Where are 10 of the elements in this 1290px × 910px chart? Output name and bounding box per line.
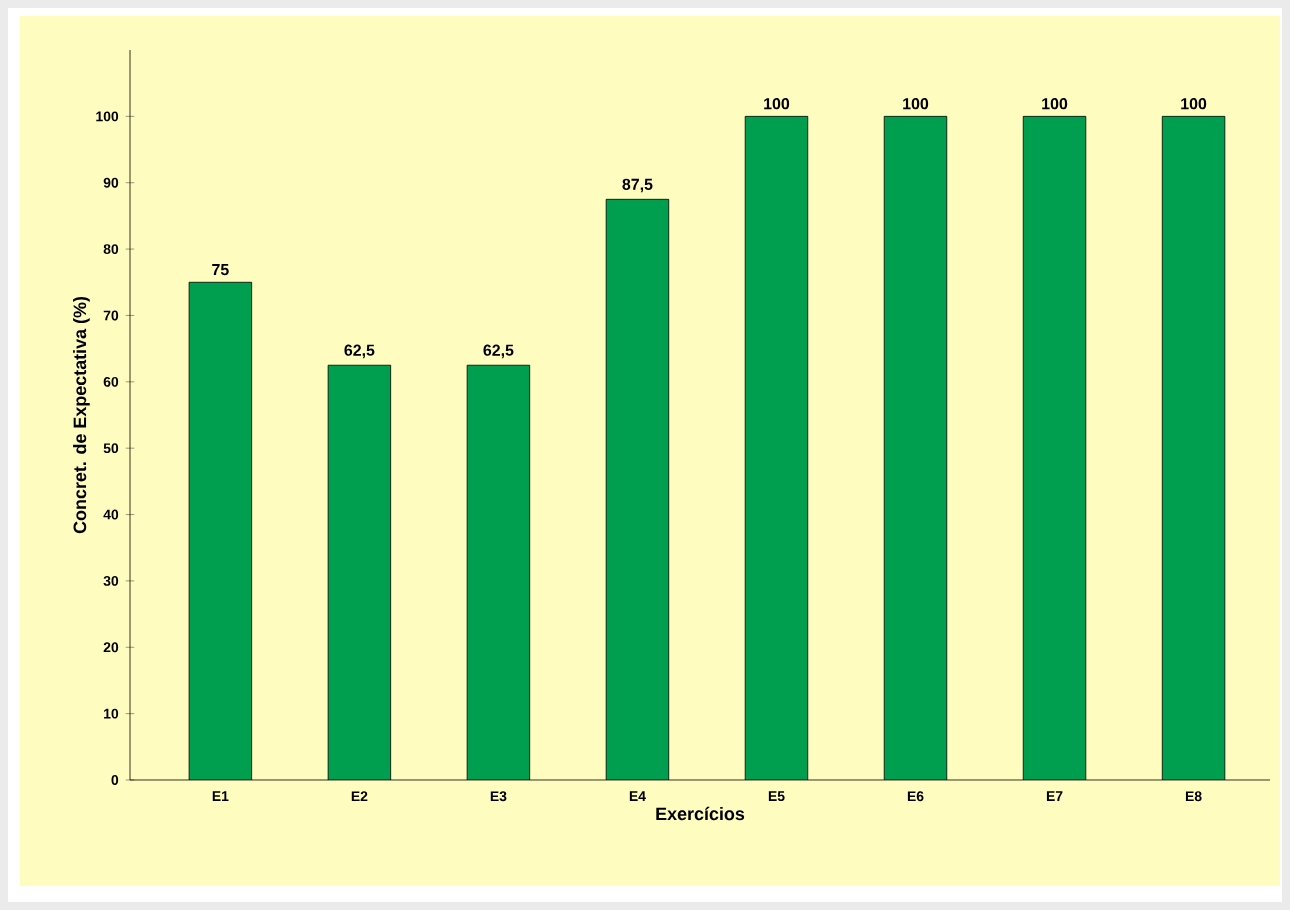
bar <box>606 199 669 780</box>
bar <box>1023 116 1086 780</box>
x-axis-title: Exercícios <box>656 806 745 821</box>
bar <box>328 365 391 780</box>
bar <box>884 116 947 780</box>
y-axis-title: Concret. de Expectativa (%) <box>73 296 90 534</box>
bar <box>189 282 252 780</box>
bar <box>467 365 530 780</box>
bar <box>1161 115 1226 780</box>
bar <box>745 116 808 780</box>
